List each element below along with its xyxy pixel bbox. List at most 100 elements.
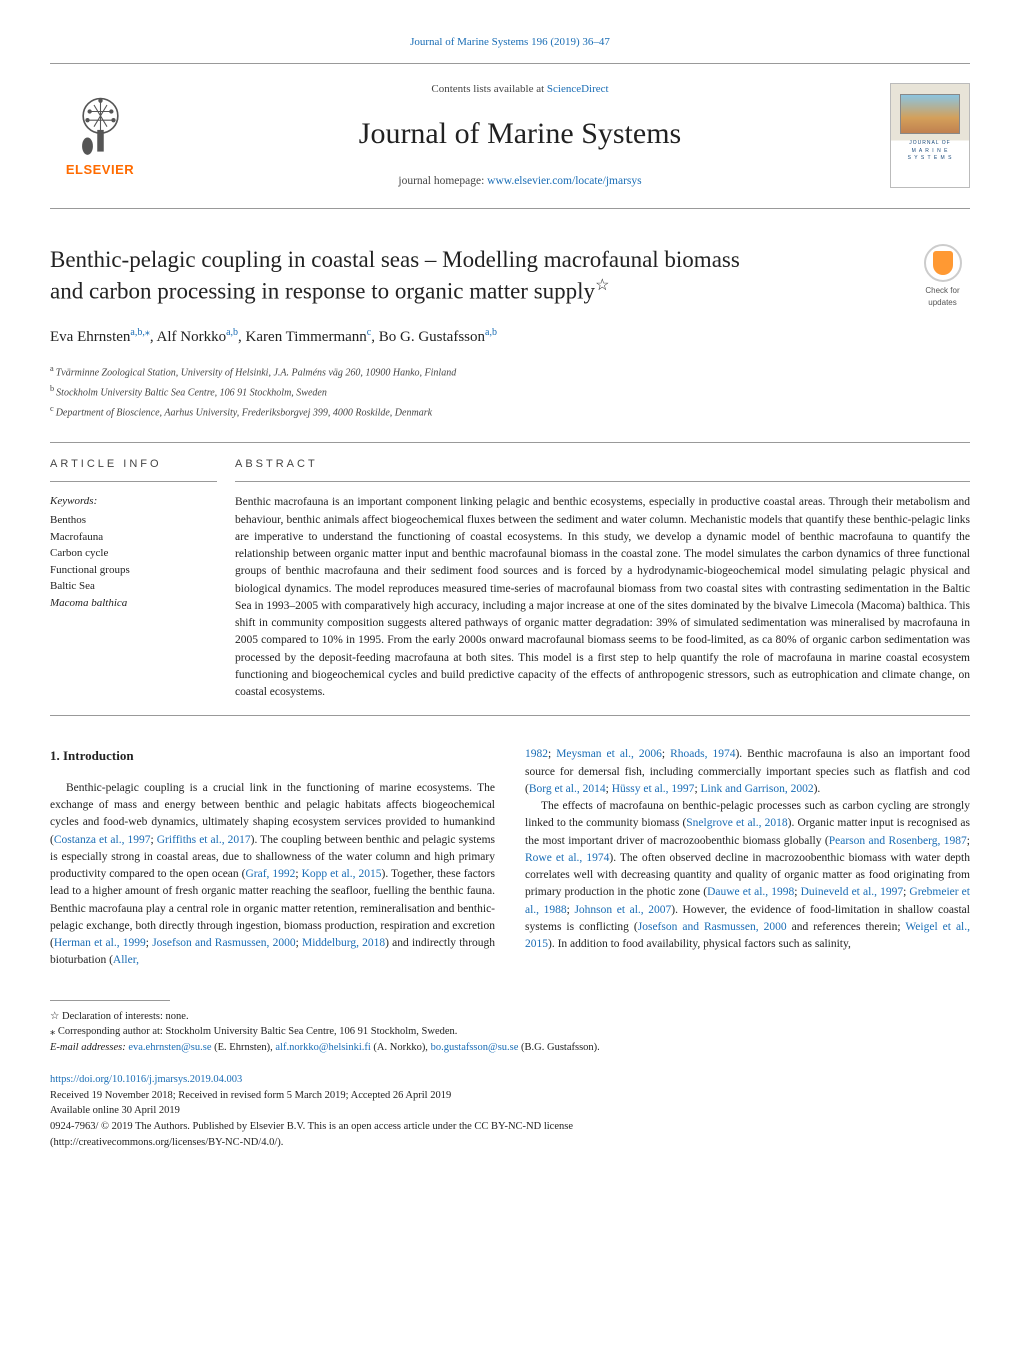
- doi-block: https://doi.org/10.1016/j.jmarsys.2019.0…: [50, 1072, 970, 1151]
- author-2-sup: a,b: [226, 327, 238, 338]
- column-left: 1. Introduction Benthic-pelagic coupling…: [50, 746, 495, 969]
- homepage-line: journal homepage: www.elsevier.com/locat…: [150, 173, 890, 190]
- updates-bookmark-icon: [933, 251, 953, 275]
- cite-22[interactable]: Josefson and Rasmussen, 2000: [638, 921, 787, 933]
- cite-15[interactable]: Snelgrove et al., 2018: [686, 817, 787, 829]
- cite-8[interactable]: Aller,: [113, 954, 139, 966]
- keyword-6-italic: Macoma balthica: [50, 595, 217, 612]
- paragraph-1-cont: 1982; Meysman et al., 2006; Rhoads, 1974…: [525, 746, 970, 798]
- cite-21[interactable]: Johnson et al., 2007: [574, 904, 671, 916]
- title-line-2: and carbon processing in response to org…: [50, 279, 595, 304]
- p2-text-j: ). In addition to food availability, phy…: [548, 938, 851, 950]
- elsevier-logo: ELSEVIER: [50, 92, 150, 180]
- cite-10[interactable]: Meysman et al., 2006: [556, 748, 662, 760]
- article-title: Benthic-pelagic coupling in coastal seas…: [50, 244, 915, 307]
- cite-19[interactable]: Duineveld et al., 1997: [801, 886, 904, 898]
- paragraph-1: Benthic-pelagic coupling is a crucial li…: [50, 780, 495, 970]
- journal-ref-link[interactable]: Journal of Marine Systems 196 (2019) 36–…: [410, 36, 610, 48]
- keywords-label: Keywords:: [50, 494, 217, 510]
- elsevier-tree-icon: [68, 92, 133, 157]
- author-4-sup: a,b: [485, 327, 497, 338]
- affiliation-a-text: Tvärminne Zoological Station, University…: [56, 367, 457, 378]
- doi-link[interactable]: https://doi.org/10.1016/j.jmarsys.2019.0…: [50, 1074, 242, 1085]
- keyword-3: Carbon cycle: [50, 545, 217, 562]
- email-1[interactable]: eva.ehrnsten@su.se: [128, 1042, 211, 1053]
- paragraph-2: The effects of macrofauna on benthic-pel…: [525, 798, 970, 953]
- email-3-name: (B.G. Gustafsson).: [518, 1042, 599, 1053]
- email-1-name: (E. Ehrnsten),: [212, 1042, 276, 1053]
- cite-2[interactable]: Griffiths et al., 2017: [157, 834, 251, 846]
- cover-image: [900, 94, 960, 134]
- body-columns: 1. Introduction Benthic-pelagic coupling…: [50, 746, 970, 969]
- p1c-text-a: ;: [548, 748, 556, 760]
- license-url: (http://creativecommons.org/licenses/BY-…: [50, 1135, 970, 1151]
- keyword-2: Macrofauna: [50, 529, 217, 546]
- journal-center-block: Contents lists available at ScienceDirec…: [150, 82, 890, 190]
- cite-3[interactable]: Graf, 1992: [245, 868, 295, 880]
- cite-4[interactable]: Kopp et al., 2015: [302, 868, 382, 880]
- column-right: 1982; Meysman et al., 2006; Rhoads, 1974…: [525, 746, 970, 969]
- author-1: Eva Ehrnsten: [50, 329, 130, 345]
- cite-18[interactable]: Dauwe et al., 1998: [707, 886, 794, 898]
- cite-5[interactable]: Herman et al., 1999: [54, 937, 146, 949]
- affiliation-c-text: Department of Bioscience, Aarhus Univers…: [56, 407, 432, 418]
- cite-11[interactable]: Rhoads, 1974: [670, 748, 735, 760]
- p2-text-c: ;: [967, 835, 970, 847]
- keywords-list: Benthos Macrofauna Carbon cycle Function…: [50, 512, 217, 611]
- cite-9[interactable]: 1982: [525, 748, 548, 760]
- homepage-prefix: journal homepage:: [398, 175, 487, 187]
- authors-line: Eva Ehrnstena,b,⁎, Alf Norkkoa,b, Karen …: [50, 326, 970, 349]
- p1c-text-b: ;: [662, 748, 670, 760]
- footer-separator: [50, 1000, 170, 1001]
- affiliations: aTvärminne Zoological Station, Universit…: [50, 363, 970, 420]
- abstract-column: ABSTRACT Benthic macrofauna is an import…: [235, 443, 970, 715]
- cite-14[interactable]: Link and Garrison, 2002: [701, 783, 814, 795]
- keyword-5: Baltic Sea: [50, 578, 217, 595]
- affiliation-b: bStockholm University Baltic Sea Centre,…: [50, 383, 970, 401]
- declaration-footnote: ☆ Declaration of interests: none.: [50, 1009, 970, 1025]
- received-dates: Received 19 November 2018; Received in r…: [50, 1088, 970, 1104]
- article-info-column: ARTICLE INFO Keywords: Benthos Macrofaun…: [50, 443, 235, 715]
- elsevier-wordmark: ELSEVIER: [66, 161, 134, 180]
- homepage-link[interactable]: www.elsevier.com/locate/jmarsys: [487, 175, 641, 187]
- cite-12[interactable]: Borg et al., 2014: [529, 783, 606, 795]
- cite-13[interactable]: Hüssy et al., 1997: [612, 783, 695, 795]
- cite-7[interactable]: Middelburg, 2018: [302, 937, 385, 949]
- p1c-text-f: ).: [814, 783, 821, 795]
- affiliation-a: aTvärminne Zoological Station, Universit…: [50, 363, 970, 381]
- email-label: E-mail addresses:: [50, 1042, 128, 1053]
- article-title-row: Benthic-pelagic coupling in coastal seas…: [50, 244, 970, 308]
- keyword-4: Functional groups: [50, 562, 217, 579]
- p2-text-i: and references therein;: [787, 921, 906, 933]
- cite-17[interactable]: Rowe et al., 1974: [525, 852, 609, 864]
- journal-header: ELSEVIER Contents lists available at Sci…: [50, 63, 970, 209]
- contents-line: Contents lists available at ScienceDirec…: [150, 82, 890, 98]
- affiliation-b-text: Stockholm University Baltic Sea Centre, …: [56, 387, 327, 398]
- corresponding-author-footnote: ⁎ Corresponding author at: Stockholm Uni…: [50, 1024, 970, 1040]
- title-line-1: Benthic-pelagic coupling in coastal seas…: [50, 247, 740, 272]
- author-3: , Karen Timmermann: [238, 329, 367, 345]
- email-2[interactable]: alf.norkko@helsinki.fi: [275, 1042, 370, 1053]
- keyword-1: Benthos: [50, 512, 217, 529]
- info-abstract-row: ARTICLE INFO Keywords: Benthos Macrofaun…: [50, 442, 970, 716]
- footnotes: ☆ Declaration of interests: none. ⁎ Corr…: [50, 1009, 970, 1056]
- abstract-text: Benthic macrofauna is an important compo…: [235, 494, 970, 701]
- check-updates-badge[interactable]: Check for updates: [915, 244, 970, 308]
- title-footnote-star: ☆: [595, 277, 609, 294]
- email-addresses-line: E-mail addresses: eva.ehrnsten@su.se (E.…: [50, 1040, 970, 1056]
- journal-reference: Journal of Marine Systems 196 (2019) 36–…: [50, 35, 970, 51]
- journal-cover-thumbnail: JOURNAL OFM A R I N ES Y S T E M S: [890, 83, 970, 188]
- affiliation-c: cDepartment of Bioscience, Aarhus Univer…: [50, 403, 970, 421]
- author-2: , Alf Norkko: [150, 329, 226, 345]
- email-3[interactable]: bo.gustafsson@su.se: [431, 1042, 519, 1053]
- copyright-line: 0924-7963/ © 2019 The Authors. Published…: [50, 1119, 970, 1135]
- email-2-name: (A. Norkko),: [371, 1042, 431, 1053]
- cite-16[interactable]: Pearson and Rosenberg, 1987: [829, 835, 967, 847]
- updates-label: Check for updates: [925, 286, 959, 307]
- cite-1[interactable]: Costanza et al., 1997: [54, 834, 151, 846]
- abstract-heading: ABSTRACT: [235, 457, 970, 482]
- cite-6[interactable]: Josefson and Rasmussen, 2000: [152, 937, 295, 949]
- contents-prefix: Contents lists available at: [431, 83, 546, 95]
- sciencedirect-link[interactable]: ScienceDirect: [547, 83, 609, 95]
- author-4: , Bo G. Gustafsson: [371, 329, 485, 345]
